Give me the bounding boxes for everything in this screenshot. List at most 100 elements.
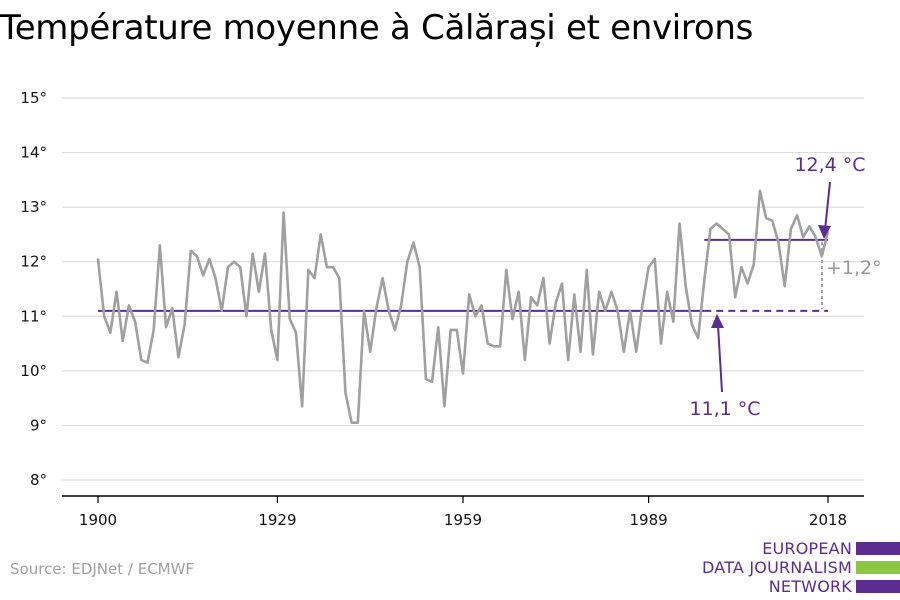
data-point — [270, 329, 273, 331]
data-point — [740, 266, 743, 269]
data-point — [307, 269, 310, 271]
logo-text-line: NETWORK — [768, 577, 852, 596]
data-point — [146, 361, 149, 364]
data-point — [319, 233, 322, 236]
data-point — [765, 217, 768, 219]
data-point — [678, 222, 681, 225]
data-point — [647, 266, 650, 269]
data-point — [660, 342, 662, 345]
logo-text-line: DATA JOURNALISM — [702, 558, 852, 577]
data-point — [424, 378, 427, 380]
data-point — [288, 318, 291, 320]
data-point — [697, 337, 699, 340]
data-point — [808, 225, 811, 228]
data-point — [653, 258, 656, 260]
data-point — [789, 228, 792, 230]
recent-average-label: 12,4 °C — [794, 154, 865, 176]
baseline-average-label: 11,1 °C — [689, 398, 760, 420]
data-point — [598, 290, 601, 293]
y-tick-label: 13° — [20, 198, 47, 216]
data-point — [338, 277, 341, 279]
data-point — [746, 282, 749, 285]
data-point — [134, 320, 137, 323]
data-point — [604, 309, 607, 312]
data-point — [239, 266, 242, 269]
baseline-average-arrow — [717, 324, 723, 393]
y-axis-ticks: 8° 9° 10° 11° 12° 13° 14° 15° — [20, 89, 47, 489]
data-point — [462, 372, 464, 375]
data-point — [295, 331, 297, 334]
data-point — [400, 304, 403, 307]
data-point — [542, 277, 545, 279]
data-point — [208, 258, 211, 260]
data-point — [641, 304, 644, 307]
data-point — [684, 285, 687, 288]
data-point — [251, 252, 254, 255]
x-axis-ticks: 1900 1929 1959 1989 2018 — [79, 496, 847, 529]
logo-bar — [856, 580, 900, 593]
data-point — [752, 263, 755, 266]
logo-bar — [856, 542, 900, 555]
data-point — [734, 296, 737, 299]
data-point — [369, 350, 372, 353]
data-point — [264, 252, 266, 255]
data-point — [418, 266, 421, 269]
data-point — [165, 326, 167, 329]
y-tick-label: 14° — [20, 144, 47, 162]
data-point — [363, 309, 365, 312]
recent-average-arrow — [824, 181, 831, 231]
data-point — [449, 329, 452, 331]
data-point — [140, 359, 143, 361]
data-point — [220, 309, 223, 312]
difference-label: +1,2° — [826, 257, 882, 279]
data-point — [629, 309, 631, 312]
x-tick-label: 1929 — [258, 511, 296, 529]
data-point — [721, 228, 724, 230]
data-point — [115, 290, 118, 293]
x-tick-label: 1989 — [629, 511, 667, 529]
data-point — [455, 329, 458, 331]
reference-lines — [98, 238, 828, 312]
data-point — [480, 304, 483, 307]
y-tick-label: 15° — [20, 89, 47, 107]
data-point — [356, 421, 359, 424]
data-point — [536, 304, 539, 307]
data-point — [635, 350, 638, 353]
data-point — [443, 405, 446, 408]
data-point — [690, 323, 693, 326]
data-point — [523, 359, 526, 361]
data-point — [499, 345, 502, 348]
data-point — [486, 342, 489, 345]
data-point — [505, 269, 508, 271]
y-tick-label: 11° — [20, 307, 47, 325]
data-point — [202, 274, 205, 277]
data-point — [814, 236, 817, 239]
y-tick-label: 10° — [20, 362, 47, 380]
data-point — [196, 255, 198, 258]
data-point — [554, 301, 557, 304]
data-point — [579, 350, 582, 353]
data-point — [703, 279, 706, 282]
x-tick-label: 1959 — [444, 511, 482, 529]
data-point — [573, 293, 576, 296]
data-point — [103, 315, 106, 318]
data-point — [301, 405, 304, 408]
chart-title: Température moyenne à Călărași et enviro… — [0, 8, 754, 48]
data-point — [548, 342, 551, 345]
data-point — [759, 189, 761, 192]
data-point — [387, 309, 390, 312]
y-tick-label: 9° — [30, 416, 47, 434]
baseline-average-arrowhead — [711, 314, 724, 328]
source-note: Source: EDJNet / ECMWF — [10, 560, 195, 578]
gridlines — [62, 97, 864, 481]
data-point — [616, 309, 619, 312]
data-point — [802, 236, 805, 239]
annotations: 12,4 °C 11,1 °C +1,2° — [689, 154, 881, 420]
data-point — [672, 320, 675, 323]
data-point — [97, 258, 99, 260]
y-tick-label: 8° — [30, 471, 47, 489]
data-point — [796, 214, 798, 217]
data-point — [177, 356, 180, 359]
data-point — [709, 228, 712, 230]
